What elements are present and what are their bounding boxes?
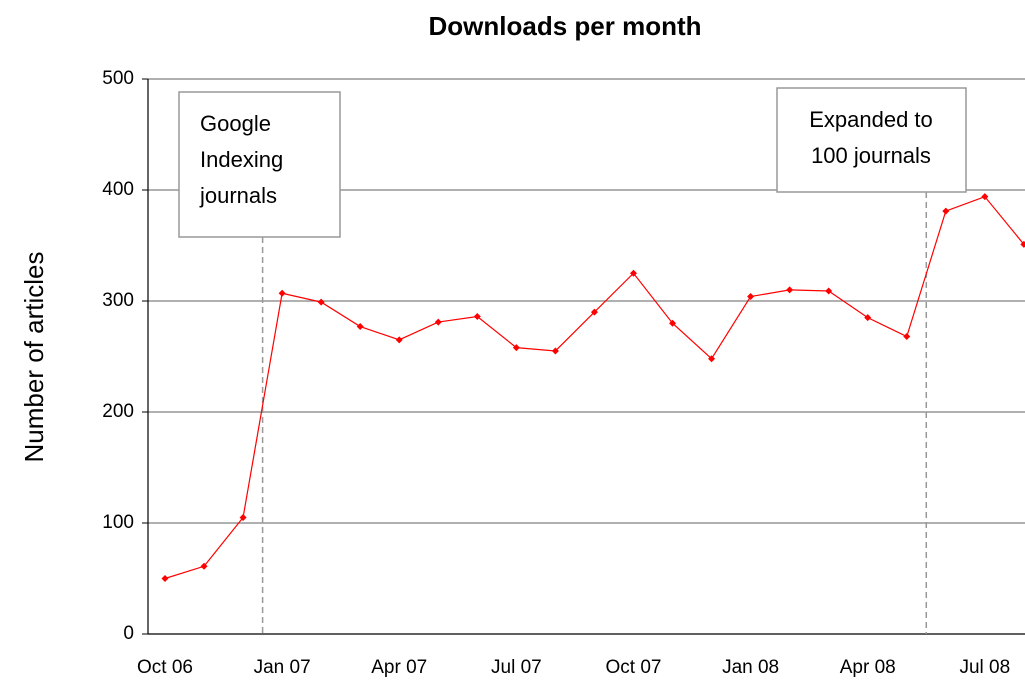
marker bbox=[239, 513, 247, 521]
annotation-text: Indexing bbox=[200, 147, 283, 172]
marker bbox=[669, 319, 677, 327]
y-tick-label: 0 bbox=[123, 623, 134, 644]
y-axis-label: Number of articles bbox=[19, 252, 49, 463]
marker bbox=[317, 298, 325, 306]
marker bbox=[278, 289, 286, 297]
x-tick-label: Apr 07 bbox=[371, 657, 427, 678]
annotation-box bbox=[178, 91, 341, 238]
annotation-text: Expanded to bbox=[809, 107, 933, 132]
marker bbox=[981, 193, 989, 201]
marker bbox=[161, 575, 169, 582]
marker bbox=[708, 355, 716, 363]
x-tick-label: Jul 08 bbox=[959, 657, 1010, 678]
marker bbox=[551, 347, 559, 355]
y-tick-label: 100 bbox=[102, 512, 134, 533]
marker bbox=[864, 314, 872, 322]
marker bbox=[903, 333, 911, 341]
x-tick-label: Oct 06 bbox=[137, 657, 193, 678]
marker bbox=[395, 336, 403, 344]
x-tick-label: Oct 07 bbox=[605, 657, 661, 678]
annotation-text: 100 journals bbox=[811, 143, 931, 168]
y-tick-label: 200 bbox=[102, 401, 134, 422]
x-tick-label: Jan 07 bbox=[254, 657, 311, 678]
annotation-text: journals bbox=[199, 183, 277, 208]
marker bbox=[825, 287, 833, 295]
marker bbox=[942, 207, 950, 215]
marker bbox=[473, 313, 481, 321]
line-series bbox=[164, 195, 1025, 580]
marker bbox=[629, 269, 637, 277]
marker bbox=[747, 293, 755, 301]
marker bbox=[434, 318, 442, 326]
marker bbox=[786, 286, 794, 294]
marker bbox=[512, 344, 520, 352]
chart-title: Downloads per month bbox=[429, 11, 702, 41]
y-tick-label: 500 bbox=[102, 68, 134, 89]
x-tick-label: Apr 08 bbox=[840, 657, 896, 678]
x-tick-label: Jan 08 bbox=[722, 657, 779, 678]
annotation-text: Google bbox=[200, 111, 271, 136]
annotation-box bbox=[776, 87, 967, 193]
x-tick-label: Jul 07 bbox=[491, 657, 542, 678]
marker bbox=[590, 308, 598, 316]
y-tick-label: 300 bbox=[102, 290, 134, 311]
marker bbox=[200, 562, 208, 570]
y-tick-label: 400 bbox=[102, 179, 134, 200]
marker bbox=[1020, 240, 1025, 248]
marker bbox=[356, 323, 364, 331]
